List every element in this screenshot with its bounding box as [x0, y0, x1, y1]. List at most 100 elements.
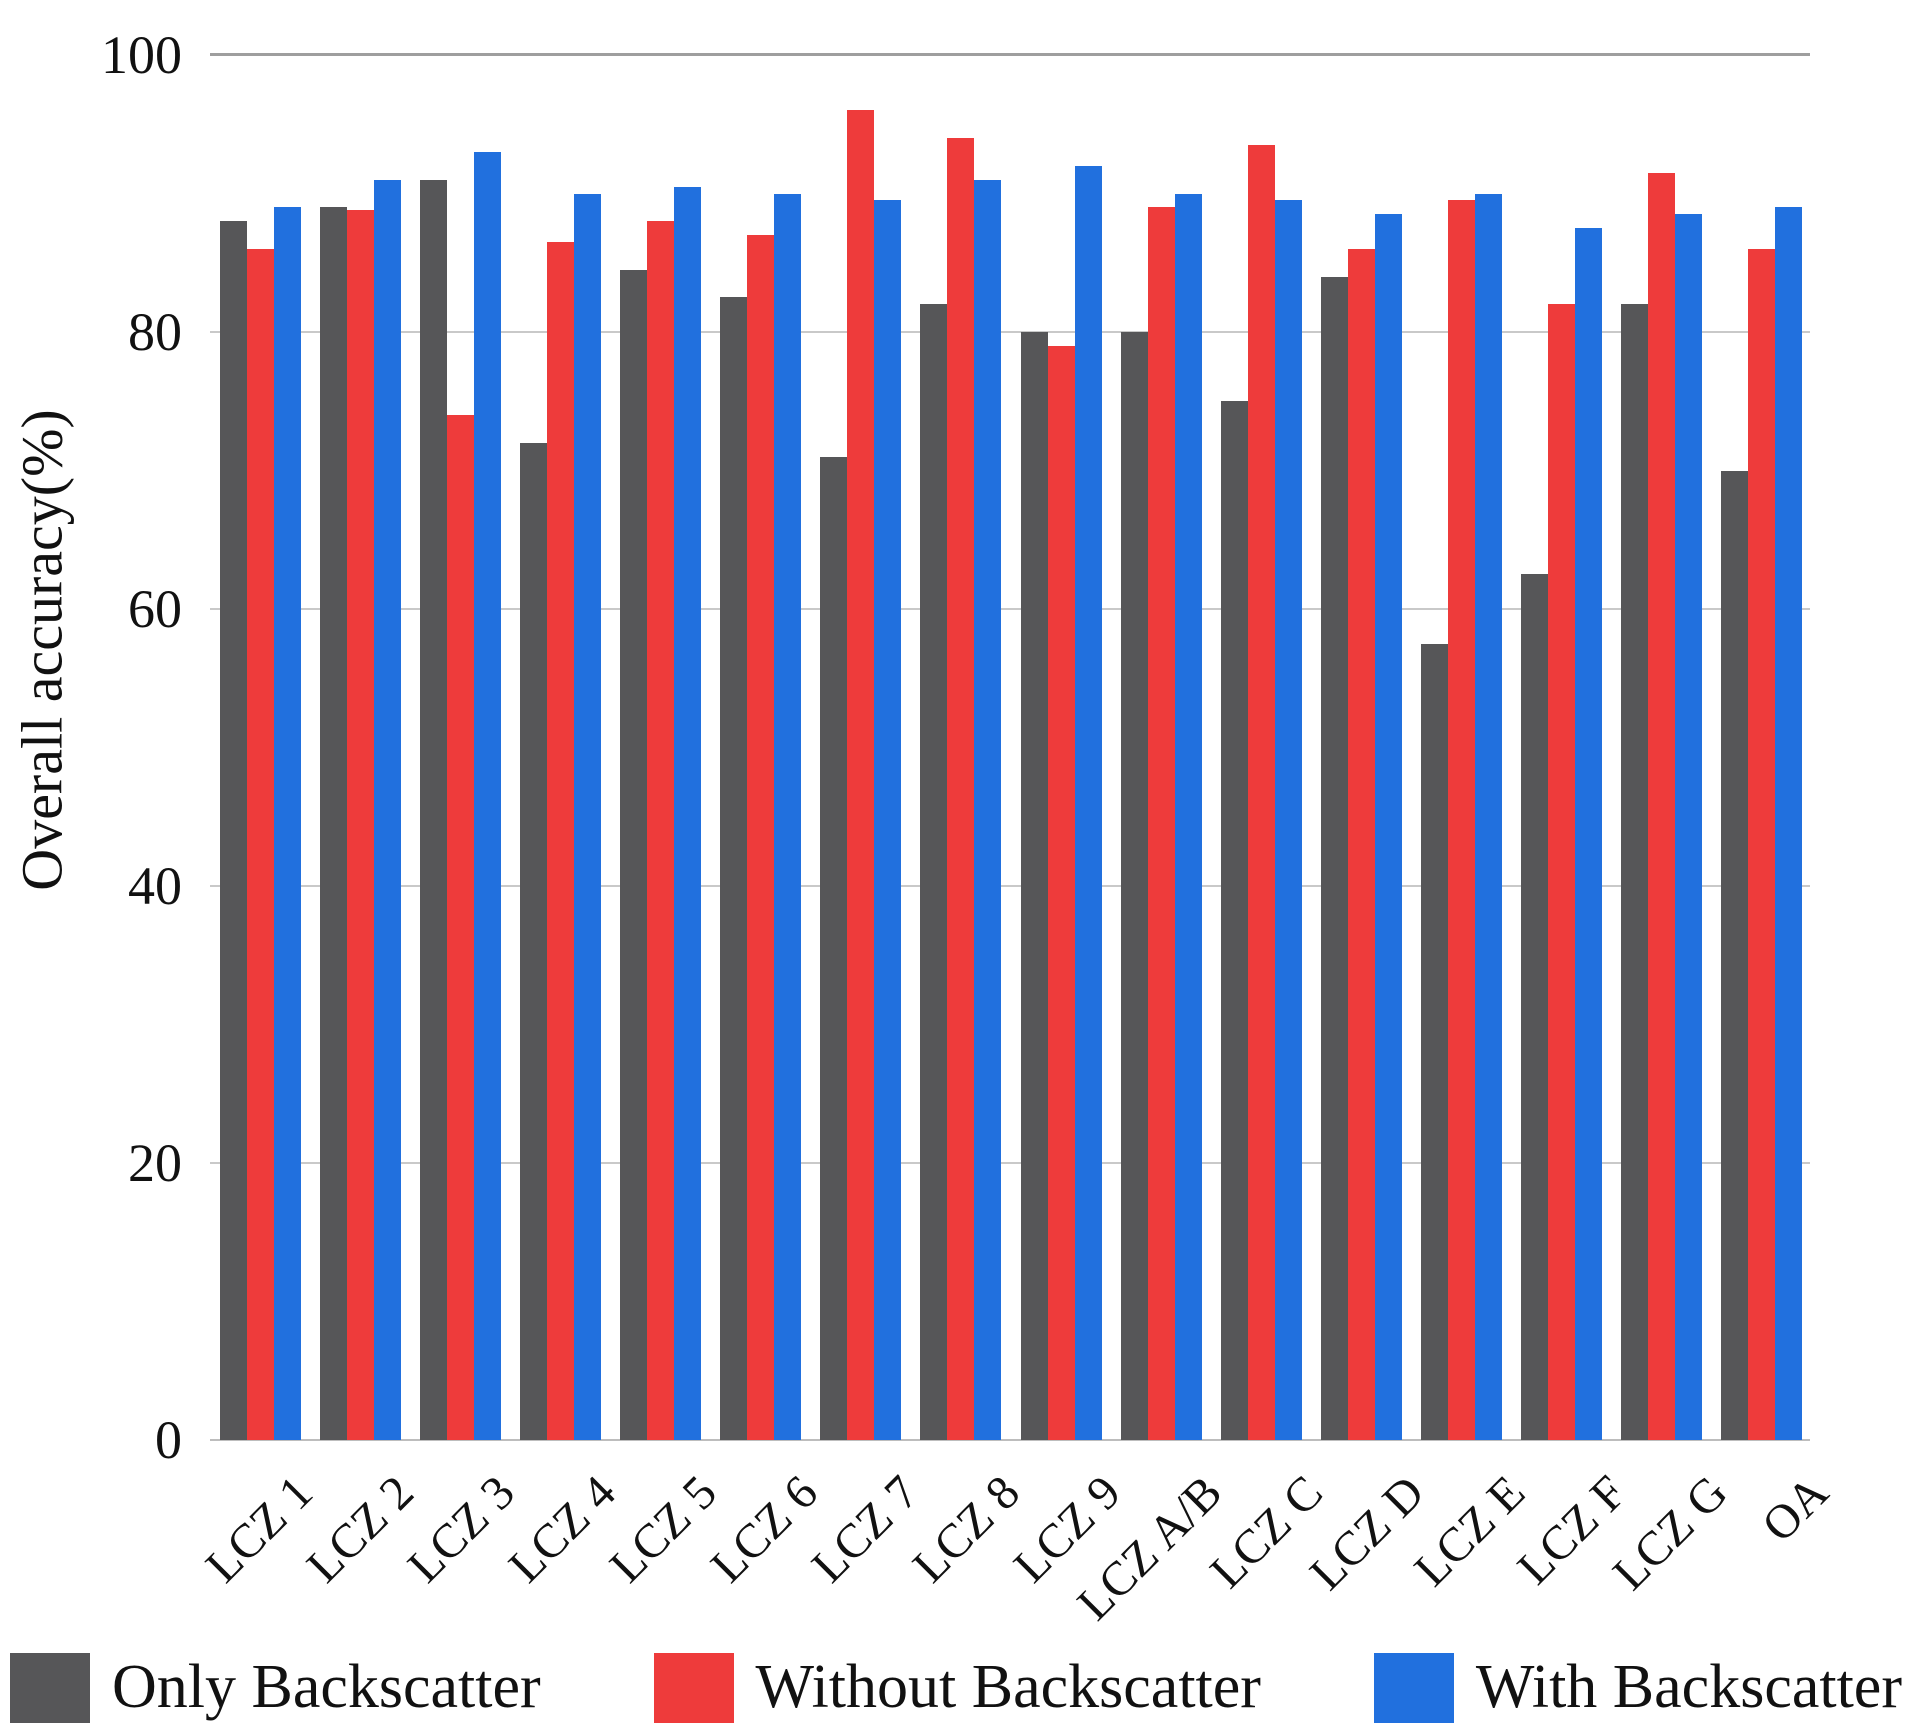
bar [1074, 165, 1102, 1440]
bar [1020, 332, 1048, 1440]
x-tick-label: LCZ 6 [701, 1465, 829, 1593]
legend-swatch [10, 1652, 90, 1723]
x-tick-label: LCZ 3 [398, 1465, 526, 1593]
bar-group [320, 55, 402, 1440]
gridline-40 [210, 885, 1810, 887]
legend-label: Only Backscatter [112, 1653, 541, 1721]
x-tick-label: LCZ C [1200, 1465, 1334, 1599]
y-tick-label: 100 [101, 25, 182, 85]
bar [1774, 207, 1802, 1440]
bar-group [1220, 55, 1302, 1440]
gridline-100 [210, 53, 1810, 56]
bar [774, 193, 802, 1440]
bar-group [220, 55, 301, 1440]
bar [547, 241, 575, 1440]
bar [720, 297, 748, 1440]
bar [420, 179, 448, 1440]
bar-group [1620, 55, 1702, 1440]
bar [1720, 470, 1748, 1440]
bar [520, 442, 548, 1440]
y-tick-label: 80 [128, 302, 182, 362]
bar [1447, 200, 1475, 1440]
bar-groups [210, 55, 1810, 1440]
gridline-80 [210, 331, 1810, 333]
x-tick-label: LCZ E [1404, 1465, 1536, 1597]
legend-item: Without Backscatter [653, 1652, 1261, 1723]
bar-group [820, 55, 902, 1440]
bar [1574, 228, 1602, 1440]
bar [1120, 332, 1148, 1440]
legend-swatch [1373, 1652, 1454, 1723]
bar [1347, 248, 1375, 1440]
x-tick-label: LCZ G [1602, 1465, 1738, 1601]
bar [347, 210, 375, 1440]
bar [1747, 248, 1775, 1440]
bar-group [720, 55, 802, 1440]
bar [1147, 207, 1175, 1440]
bar [620, 269, 648, 1440]
bar [474, 151, 502, 1440]
bar [374, 179, 402, 1440]
bar [574, 193, 602, 1440]
x-tick-label: LCZ 4 [499, 1465, 627, 1593]
bar [974, 179, 1002, 1440]
bar [1320, 276, 1348, 1440]
bar [947, 138, 975, 1440]
bar [1247, 145, 1275, 1440]
bar-group [1520, 55, 1602, 1440]
x-tick-label: LCZ D [1299, 1465, 1435, 1601]
bar [920, 304, 948, 1440]
bar-group [920, 55, 1002, 1440]
bar-group [1020, 55, 1102, 1440]
bar [820, 456, 848, 1440]
y-axis-title: Overall accuracy(%) [9, 409, 75, 891]
bar-group [1320, 55, 1402, 1440]
bar [747, 235, 775, 1440]
legend-item: With Backscatter [1373, 1652, 1902, 1723]
bar [1420, 643, 1448, 1440]
legend-label: Without Backscatter [755, 1653, 1261, 1721]
bar [674, 186, 702, 1440]
bar-group [520, 55, 602, 1440]
bar [874, 200, 902, 1440]
legend-item: Only Backscatter [10, 1652, 541, 1723]
bar [320, 207, 348, 1440]
x-tick-label: LCZ 8 [903, 1465, 1031, 1593]
bar [1474, 193, 1502, 1440]
bar [1647, 172, 1675, 1440]
bar [1374, 214, 1402, 1440]
gridline-60 [210, 608, 1810, 610]
x-tick-label: OA [1751, 1465, 1839, 1553]
bar-group [1420, 55, 1502, 1440]
x-tick-label: LCZ 5 [600, 1465, 728, 1593]
bar [647, 221, 675, 1440]
legend-label: With Backscatter [1475, 1653, 1902, 1721]
bar [847, 110, 875, 1440]
x-tick-label: LCZ 1 [196, 1465, 324, 1593]
bar [1674, 214, 1702, 1440]
bar-group [420, 55, 502, 1440]
y-tick-label: 40 [128, 856, 182, 916]
legend: Only Backscatter Without Backscatter With … [10, 1652, 1902, 1723]
bar-group [620, 55, 702, 1440]
x-tick-label: LCZ 7 [802, 1465, 930, 1593]
bar-group [1720, 55, 1802, 1440]
bar [220, 221, 247, 1440]
bar [247, 248, 274, 1440]
y-tick-label: 0 [155, 1410, 182, 1470]
bar [274, 207, 301, 1440]
bar [1047, 345, 1075, 1440]
bar-group [1120, 55, 1202, 1440]
bar [1220, 401, 1248, 1440]
bar [1274, 200, 1302, 1440]
bar [1547, 304, 1575, 1440]
bar [1620, 304, 1648, 1440]
bar [1520, 574, 1548, 1440]
legend-swatch [653, 1652, 734, 1723]
x-tick-label: LCZ 2 [297, 1465, 425, 1593]
y-tick-label: 20 [128, 1133, 182, 1193]
gridline-0 [210, 1439, 1810, 1441]
bar [1174, 193, 1202, 1440]
bar [447, 415, 475, 1440]
